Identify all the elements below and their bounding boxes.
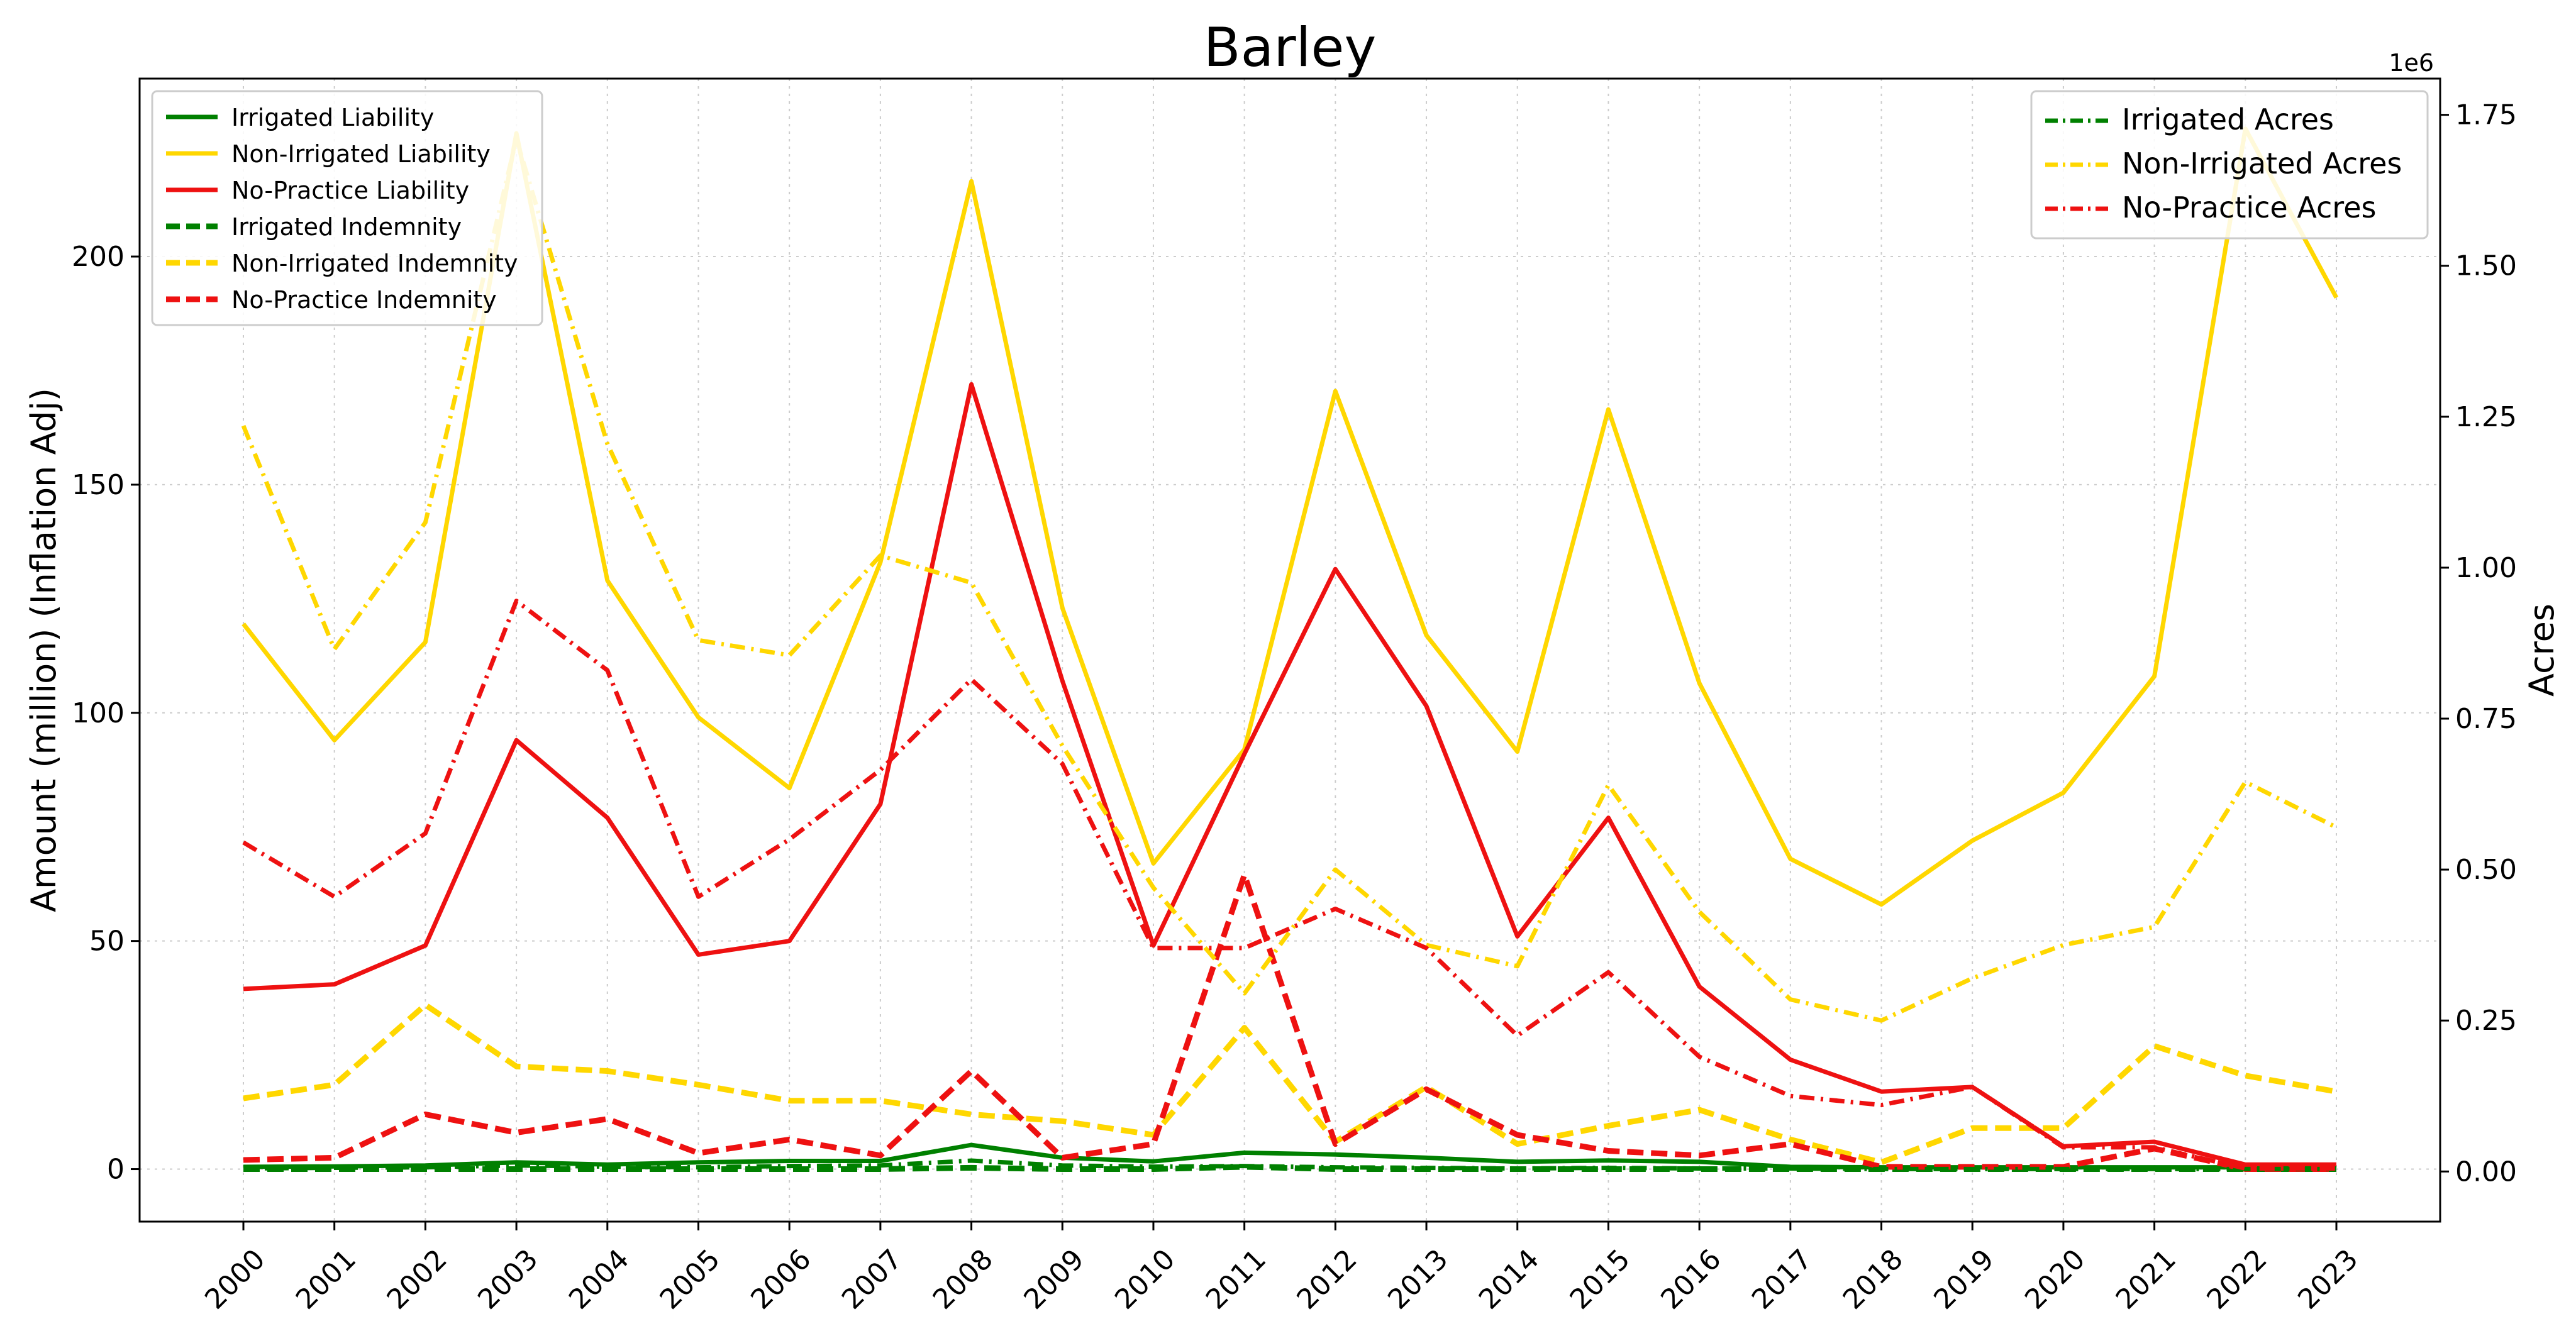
series-no-practice-acres (242, 599, 2336, 1171)
x-tick-label: 2015 (1564, 1243, 1636, 1315)
x-tick-label: 2019 (1928, 1243, 2000, 1315)
series-irrigated-acres (243, 1158, 2336, 1171)
right-axis-offset-label: 1e6 (2389, 49, 2434, 77)
legend-label: Non-Irrigated Acres (2122, 146, 2402, 180)
legend-label: Irrigated Acres (2122, 102, 2334, 136)
x-tick-label: 2001 (290, 1243, 362, 1315)
legend-label: Irrigated Liability (231, 104, 434, 131)
x-tick-label: 2016 (1655, 1243, 1727, 1315)
y-right-tick-label: 1.00 (2455, 552, 2517, 584)
x-tick-label: 2009 (1018, 1243, 1090, 1315)
y-right-tick-label: 0.50 (2455, 854, 2517, 886)
x-tick-label: 2008 (927, 1243, 999, 1315)
x-tick-label: 2002 (381, 1243, 453, 1315)
y-left-tick-label: 150 (72, 469, 125, 501)
legend-left: Irrigated Liability Non-Irrigated Liabili… (151, 90, 543, 326)
series-non-irrigated-indemnity (243, 1002, 2337, 1166)
y-right-tick-label: 0.75 (2455, 703, 2517, 735)
chart-title: Barley (1204, 16, 1377, 79)
x-tick-label: 2011 (1200, 1243, 1272, 1315)
y-axis-right-title: Acres (2522, 604, 2562, 697)
legend-label: Non-Irrigated Indemnity (231, 250, 518, 277)
legend-box (151, 90, 543, 326)
series-no-practice-liability (243, 382, 2336, 1167)
x-tick-label: 2018 (1837, 1243, 1909, 1315)
series-irrigated-indemnity (243, 1164, 2336, 1172)
legend-label: No-Practice Liability (231, 177, 469, 204)
y-left-tick-label: 50 (89, 925, 125, 958)
x-tick-label: 2020 (2019, 1243, 2091, 1315)
x-tick-label: 2013 (1382, 1243, 1454, 1315)
y-right-tick-label: 1.75 (2455, 99, 2517, 131)
y-right-tick-label: 0.25 (2455, 1005, 2517, 1037)
legend-label: No-Practice Indemnity (231, 286, 497, 314)
plot-frame (138, 77, 2441, 1223)
x-tick-label: 2022 (2201, 1243, 2273, 1315)
x-tick-label: 2023 (2292, 1243, 2364, 1315)
y-axis-left-title: Amount (million) (Inflation Adj) (24, 388, 64, 912)
y-left-tick-label: 100 (72, 697, 125, 729)
y-left-tick-label: 200 (72, 241, 125, 273)
x-tick-label: 2021 (2110, 1243, 2182, 1315)
right-axis-series (241, 136, 2338, 1171)
y-right-tick-label: 1.50 (2455, 250, 2517, 282)
legend-right: Irrigated Acres Non-Irrigated Acres No-Pra… (2030, 90, 2429, 240)
left-axis-series (242, 126, 2339, 1172)
y-right-tick-label: 1.25 (2455, 401, 2517, 433)
x-tick-label: 2000 (199, 1243, 271, 1315)
x-tick-label: 2005 (654, 1243, 726, 1315)
y-right-tick-label: 0.00 (2455, 1156, 2517, 1188)
legend-label: Irrigated Indemnity (231, 213, 462, 241)
x-tick-label: 2017 (1746, 1243, 1818, 1315)
x-tick-label: 2003 (472, 1243, 544, 1315)
series-non-irrigated-acres (241, 136, 2338, 1023)
x-tick-label: 2014 (1473, 1243, 1545, 1315)
x-tick-label: 2012 (1291, 1243, 1363, 1315)
legend-box (2030, 90, 2429, 240)
series-non-irrigated-liability (242, 126, 2339, 907)
x-tick-label: 2004 (563, 1243, 635, 1315)
x-tick-label: 2006 (745, 1243, 817, 1315)
series-no-practice-indemnity (243, 871, 2336, 1172)
x-tick-label: 2010 (1109, 1243, 1181, 1315)
legend-label: Non-Irrigated Liability (231, 140, 491, 168)
x-tick-label: 2007 (836, 1243, 908, 1315)
y-left-tick-label: 0 (107, 1154, 125, 1186)
legend-label: No-Practice Acres (2122, 191, 2376, 224)
